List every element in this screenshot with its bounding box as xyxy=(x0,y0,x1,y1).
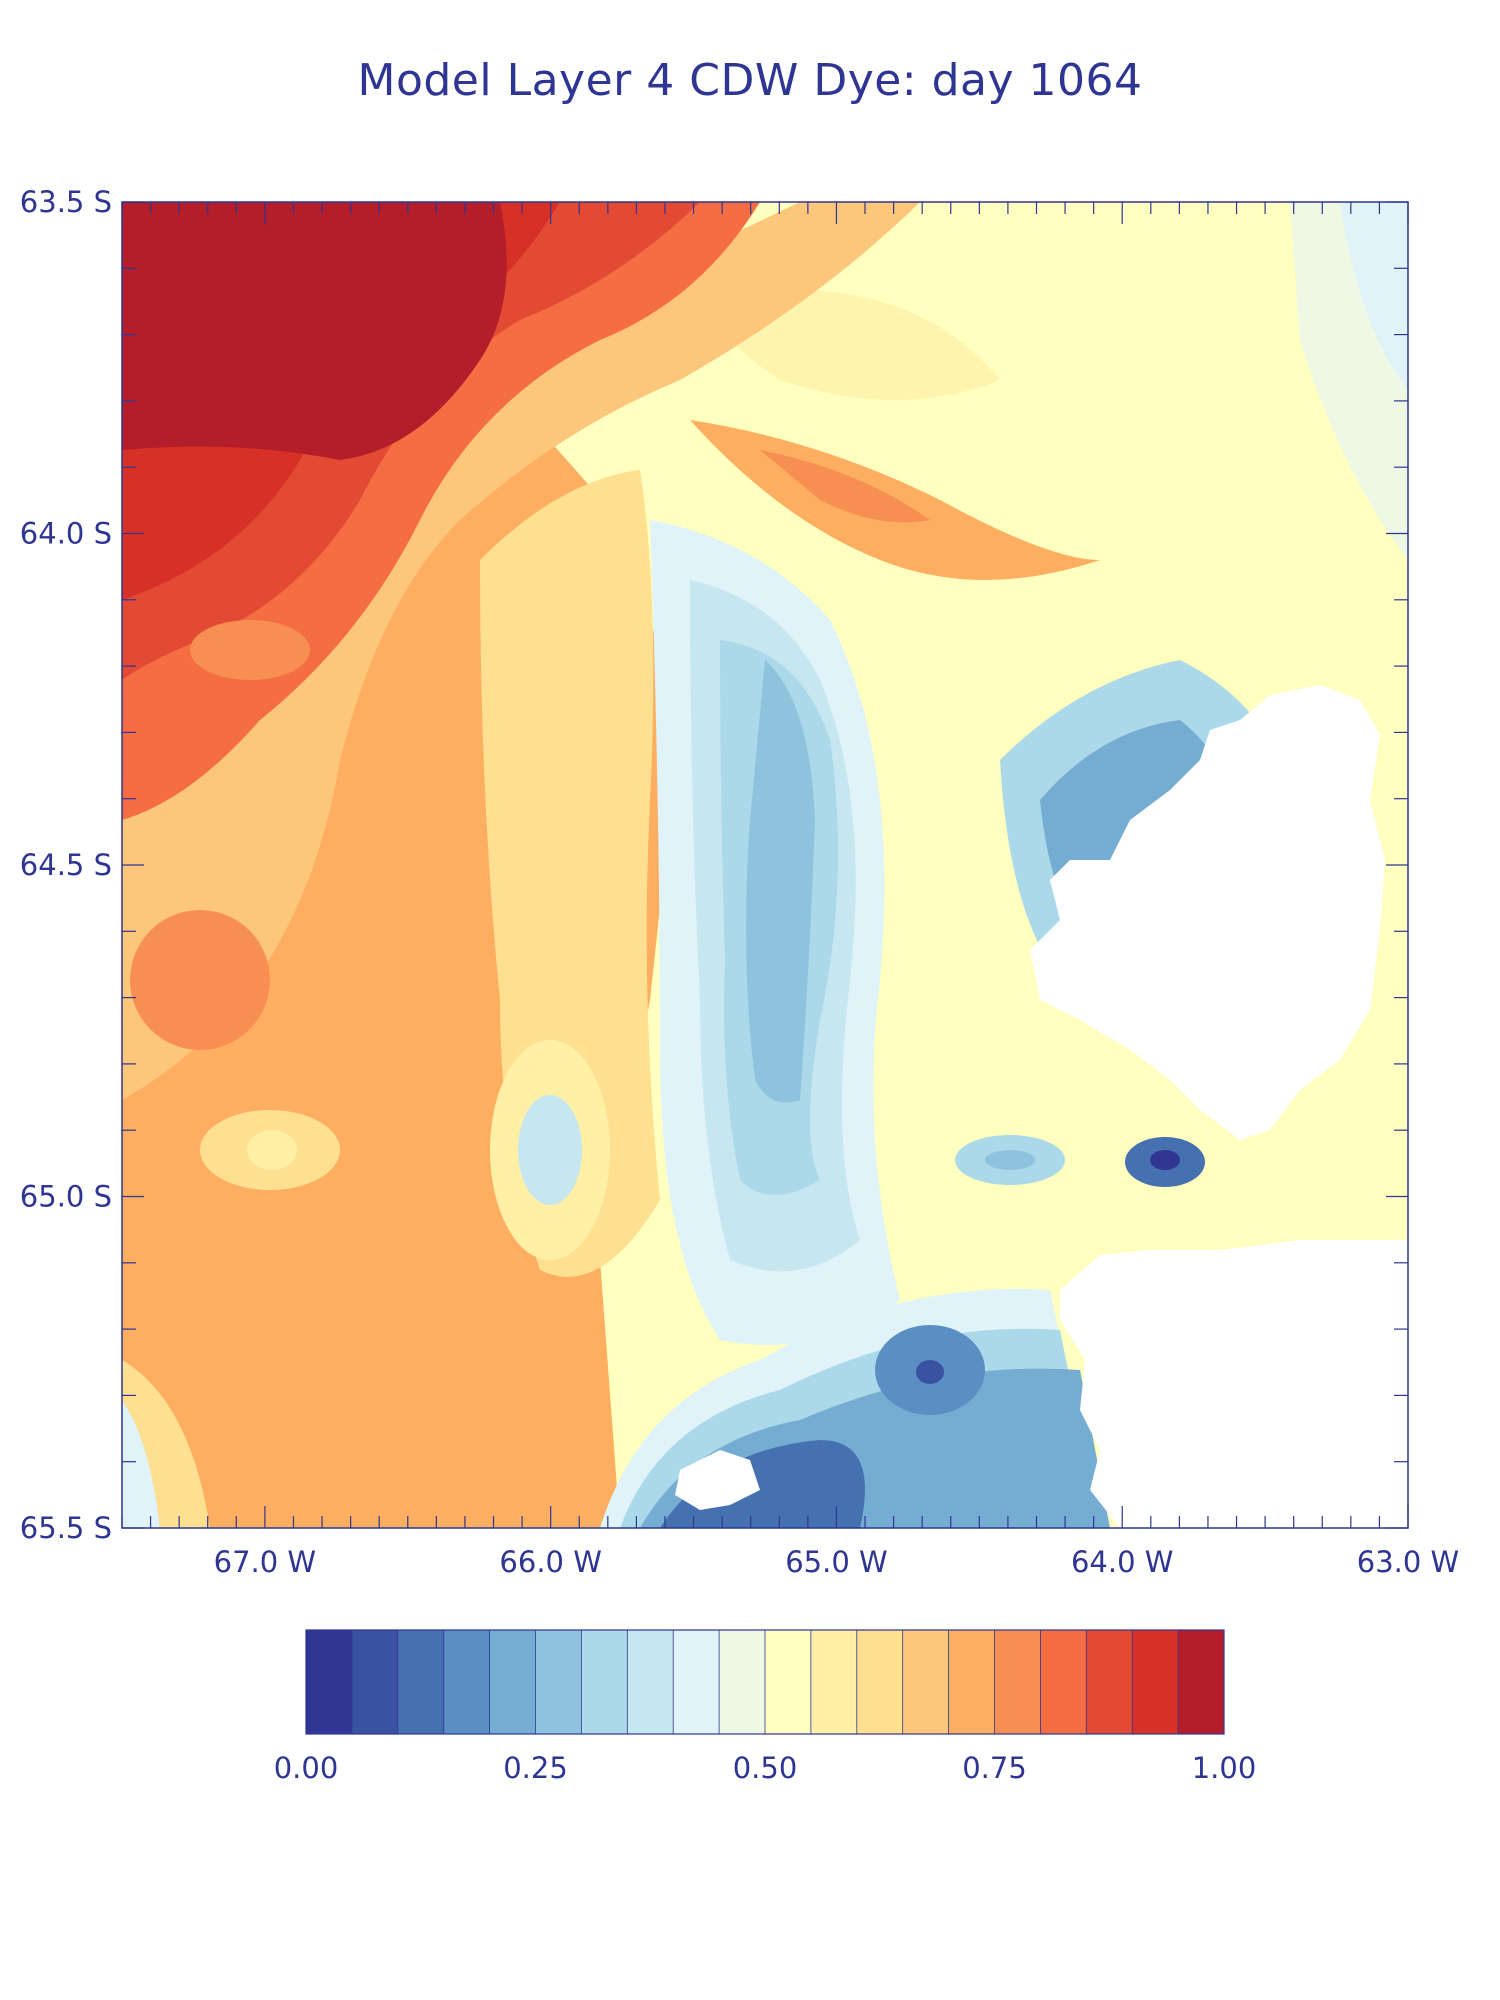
colorbar-swatch xyxy=(810,1630,858,1734)
colorbar-swatch xyxy=(856,1630,904,1734)
colorbar-swatch xyxy=(306,1630,353,1734)
colorbar-label: 0.50 xyxy=(733,1751,798,1785)
colorbar-swatch xyxy=(948,1630,995,1734)
land-island-small xyxy=(675,1450,760,1510)
field-region-nw-darkred xyxy=(122,202,507,460)
colorbar-frame xyxy=(305,1629,1225,1735)
colorbar-labels: 0.00 0.25 0.50 0.75 1.00 xyxy=(274,1751,1257,1785)
colorbar-label: 1.00 xyxy=(1192,1751,1257,1785)
field-south-eddy-core xyxy=(916,1360,944,1384)
colorbar-swatch xyxy=(765,1630,812,1734)
field-region-ne-blue xyxy=(1330,202,1408,400)
field-patch-w-4 xyxy=(190,620,310,680)
lat-tick-label: 63.5 S xyxy=(20,185,112,219)
colorbar-swatch xyxy=(1178,1630,1225,1734)
colorbar xyxy=(305,1629,1225,1735)
lat-tick-label: 64.0 S xyxy=(20,517,112,551)
dye-field xyxy=(122,202,1408,1528)
colorbar-swatch xyxy=(1040,1630,1087,1734)
colorbar-swatch xyxy=(443,1630,491,1734)
colorbar-swatch xyxy=(627,1630,674,1734)
lon-tick-label: 65.0 W xyxy=(785,1545,887,1579)
colorbar-swatch xyxy=(902,1630,950,1734)
colorbar-swatch xyxy=(581,1630,628,1734)
field-east-eddy-2-core xyxy=(985,1150,1035,1170)
colorbar-label: 0.00 xyxy=(274,1751,339,1785)
field-blue-lens-inner xyxy=(746,660,815,1103)
colorbar-swatch xyxy=(1132,1630,1179,1734)
lon-tick-label: 64.0 W xyxy=(1071,1545,1173,1579)
lon-tick-label: 66.0 W xyxy=(499,1545,601,1579)
colorbar-swatch xyxy=(673,1630,720,1734)
field-patch-w-1 xyxy=(130,910,270,1050)
map-title: Model Layer 4 CDW Dye: day 1064 xyxy=(357,55,1143,106)
field-east-eddy-core xyxy=(1150,1150,1180,1170)
lat-tick-label: 65.5 S xyxy=(20,1511,112,1545)
colorbar-label: 0.75 xyxy=(962,1751,1027,1785)
colorbar-swatch xyxy=(994,1630,1041,1734)
field-sw-corner xyxy=(122,1400,160,1528)
colorbar-swatch xyxy=(719,1630,766,1734)
colorbar-swatch xyxy=(1086,1630,1133,1734)
colorbar-label: 0.25 xyxy=(503,1751,568,1785)
land-island-north xyxy=(1030,685,1385,1140)
axis-labels: 63.5 S 64.0 S 64.5 S 65.0 S 65.5 S 67.0 W 66.0… xyxy=(20,185,1459,1579)
colorbar-swatch xyxy=(397,1630,445,1734)
lon-tick-label: 67.0 W xyxy=(214,1545,316,1579)
lat-tick-label: 65.0 S xyxy=(20,1180,112,1214)
field-region-ne-pale-green xyxy=(1290,202,1408,560)
land-island-south xyxy=(1060,1240,1408,1528)
field-eddy-core xyxy=(518,1095,582,1205)
field-band-ridge-inner xyxy=(760,450,930,523)
field-patch-w-3 xyxy=(247,1130,297,1170)
colorbar-swatch xyxy=(535,1630,582,1734)
field-sw-yellow xyxy=(122,1360,210,1528)
colorbar-swatch xyxy=(351,1630,399,1734)
colorbar-swatch xyxy=(489,1630,536,1734)
lat-tick-label: 64.5 S xyxy=(20,848,112,882)
lon-tick-label: 63.0 W xyxy=(1357,1545,1459,1579)
axis-ticks xyxy=(121,201,1409,1529)
